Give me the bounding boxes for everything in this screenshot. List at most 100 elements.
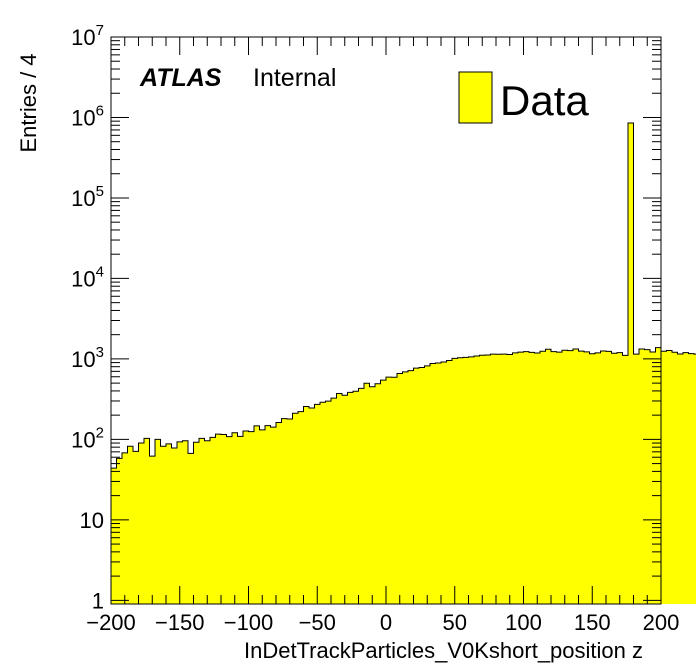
y-tick-label-base: 10 (71, 25, 95, 50)
histogram-bar (386, 377, 392, 604)
histogram-bar (166, 443, 172, 604)
histogram-bar (677, 353, 684, 604)
histogram-bar (369, 386, 376, 604)
y-tick-label: 106 (71, 102, 104, 130)
histogram-bar (232, 432, 238, 604)
y-tick-label: 107 (71, 22, 104, 50)
histogram-bar (408, 370, 414, 604)
y-tick-label-base: 10 (80, 508, 104, 533)
histogram-bar (259, 429, 266, 604)
histogram-bar (578, 351, 585, 604)
x-tick-label: 50 (443, 610, 467, 635)
histogram-bar (221, 434, 227, 604)
histogram-bar (287, 419, 293, 604)
histogram-bar (534, 353, 541, 604)
x-axis-title: InDetTrackParticles_V0Kshort_position z (244, 638, 643, 663)
histogram-bar (666, 350, 673, 604)
histogram-bar (457, 357, 464, 604)
y-tick-label: 105 (71, 183, 104, 211)
x-tick-label: 200 (643, 610, 680, 635)
x-tick-label: −200 (86, 610, 136, 635)
histogram-bar (496, 354, 502, 604)
y-tick-label-base: 10 (71, 186, 95, 211)
histogram-bar (254, 425, 260, 604)
histogram-bar (655, 347, 662, 604)
y-tick-label-exponent: 7 (96, 22, 104, 39)
y-tick-label-exponent: 5 (96, 183, 104, 200)
histogram-bar (122, 452, 128, 604)
histogram-bar (435, 363, 442, 604)
histogram-bar (694, 354, 696, 604)
histogram-bar (402, 371, 409, 604)
histogram-bar (573, 349, 579, 604)
histogram-bar (265, 425, 271, 604)
y-tick-label: 104 (71, 263, 104, 291)
y-tick-label-base: 10 (71, 347, 95, 372)
y-tick-label-base: 1 (92, 588, 104, 613)
histogram-bar (193, 442, 200, 604)
histogram-bar (501, 354, 508, 604)
histogram-bar (309, 408, 315, 604)
histogram-bar (270, 427, 277, 604)
histogram-bar (138, 443, 145, 604)
histogram-bar (518, 352, 524, 604)
histogram-bar (413, 368, 420, 604)
histogram-bar (303, 406, 310, 604)
histogram-bar (628, 123, 634, 604)
histogram-bar (133, 451, 139, 604)
y-tick-label-exponent: 3 (96, 344, 104, 361)
x-tick-label: 0 (380, 610, 392, 635)
y-tick-label-base: 10 (71, 266, 95, 291)
y-tick-label: 10 (80, 508, 104, 533)
histogram-bar (589, 353, 596, 604)
histogram-bar (243, 431, 249, 604)
histogram-bar (468, 356, 475, 604)
histogram-bar (204, 440, 211, 604)
histogram-bar (639, 348, 645, 604)
histogram-bar (650, 351, 656, 604)
y-tick-label-exponent: 4 (96, 263, 104, 280)
histogram-bar (529, 352, 535, 604)
histogram-bar (688, 353, 695, 604)
y-tick-label-exponent: 6 (96, 102, 104, 119)
histogram-bar (210, 437, 216, 604)
histogram-bar (358, 388, 365, 604)
histogram-bar (419, 367, 425, 604)
histogram-bar (556, 352, 563, 604)
y-tick-label-exponent: 2 (96, 424, 104, 441)
histogram-bar (281, 418, 288, 604)
histogram-bar (512, 352, 519, 604)
y-axis-title: Entries / 4 (16, 53, 41, 152)
histogram-bar (622, 355, 629, 604)
histogram-bar (237, 436, 244, 604)
histogram-bar (490, 354, 497, 604)
x-tick-label: 150 (574, 610, 611, 635)
histogram-bar (380, 380, 387, 604)
histogram-bar (276, 422, 282, 604)
histogram-bar (606, 351, 612, 604)
histogram-bar (155, 439, 161, 604)
histogram-bar (584, 351, 590, 604)
histogram-bar (507, 354, 513, 604)
histogram-bar (199, 438, 205, 604)
histogram-bar (391, 377, 398, 604)
histogram-bar (320, 402, 326, 604)
histogram-bar (160, 446, 167, 604)
histogram-bar (683, 352, 689, 604)
internal-label: Internal (253, 64, 336, 92)
legend-label-data: Data (500, 77, 589, 124)
legend-swatch-data (458, 71, 493, 124)
histogram-bar (364, 383, 370, 604)
histogram-bar (298, 411, 304, 604)
histogram-bar (562, 350, 568, 604)
histogram-bar (523, 351, 530, 604)
histogram-bars (111, 122, 696, 604)
histogram-bar (149, 456, 156, 604)
histogram-bar (177, 441, 183, 604)
y-tick-label-base: 10 (71, 427, 95, 452)
histogram-bar (347, 392, 354, 604)
x-tick-label: −50 (299, 610, 336, 635)
histogram-bar (375, 383, 381, 604)
histogram-bar (617, 352, 623, 604)
